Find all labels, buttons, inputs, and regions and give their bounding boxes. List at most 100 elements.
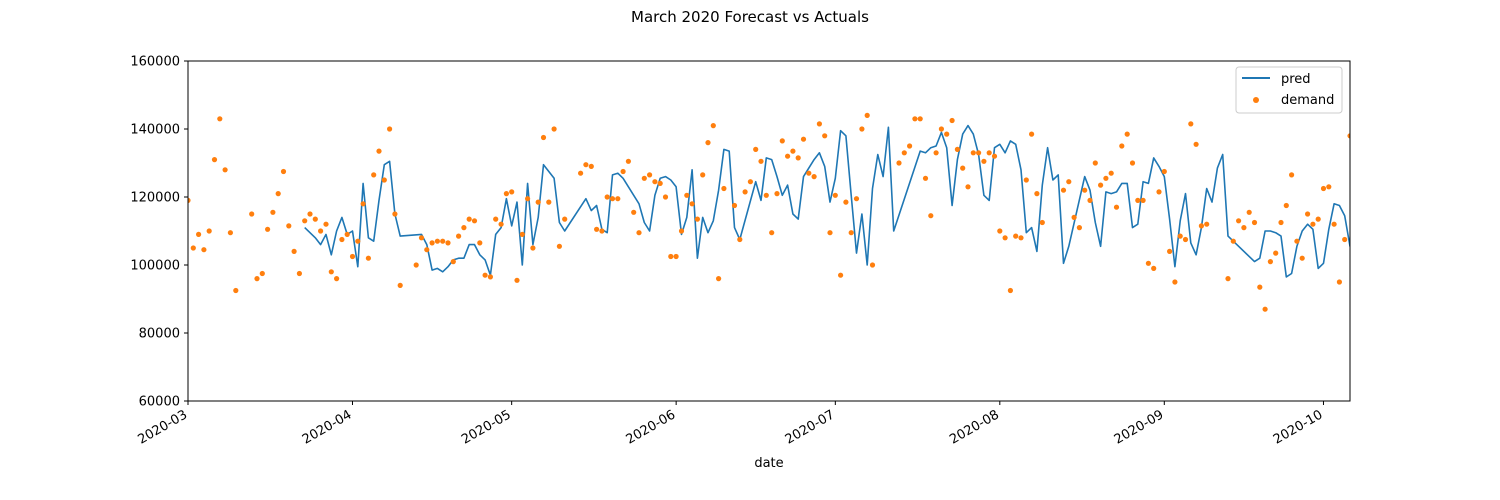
demand-point: [1262, 306, 1268, 312]
demand-point: [1182, 236, 1189, 243]
x-tick-label: 2020-03: [135, 407, 190, 447]
demand-point: [668, 253, 674, 260]
demand-point: [493, 216, 499, 222]
demand-point: [280, 168, 287, 175]
demand-point: [907, 143, 913, 149]
y-tick-label: 140000: [130, 123, 180, 138]
demand-point: [296, 270, 302, 277]
demand-point: [318, 228, 324, 234]
x-axis: 2020-03 2020-04 2020-05 2020-06 2020-07 2020-…: [135, 401, 1325, 448]
demand-point: [1002, 235, 1008, 241]
demand-point: [551, 126, 557, 132]
demand-point: [562, 216, 568, 222]
demand-point: [641, 175, 647, 181]
demand-point: [381, 177, 387, 183]
demand-point: [965, 184, 971, 190]
demand-point: [211, 157, 218, 163]
x-axis-label: date: [754, 456, 783, 471]
demand-point: [217, 116, 223, 122]
demand-point: [896, 160, 902, 166]
demand-point: [588, 163, 594, 169]
demand-point: [1151, 265, 1157, 271]
demand-point: [503, 191, 509, 197]
demand-point: [652, 179, 658, 185]
demand-point: [1082, 187, 1088, 193]
demand-point: [599, 228, 605, 234]
demand-point: [742, 189, 748, 195]
demand-point: [604, 194, 610, 200]
demand-point: [949, 117, 955, 124]
demand-point: [233, 287, 239, 294]
demand-point: [376, 148, 382, 154]
demand-point: [700, 172, 706, 178]
demand-point: [201, 247, 207, 253]
y-tick-label: 80000: [139, 327, 180, 342]
demand-point: [716, 276, 722, 282]
demand-point: [1161, 168, 1167, 175]
x-tick-label: 2020-06: [624, 407, 679, 447]
demand-point: [286, 223, 292, 229]
demand-point: [1230, 238, 1236, 244]
demand-point: [970, 150, 976, 156]
demand-point: [519, 231, 525, 237]
demand-point: [1087, 197, 1093, 203]
demand-point: [609, 196, 616, 202]
demand-point: [678, 228, 685, 234]
demand-point: [418, 235, 425, 241]
demand-point: [349, 253, 356, 260]
demand-point: [1098, 182, 1104, 188]
demand-point: [747, 179, 754, 185]
demand-point: [859, 126, 865, 132]
demand-point: [1113, 204, 1120, 210]
demand-point: [620, 168, 626, 175]
demand-point: [1326, 184, 1332, 190]
demand-point: [1299, 255, 1305, 261]
demand-point: [1198, 223, 1204, 229]
demand-point: [1140, 197, 1146, 203]
demand-point: [392, 211, 398, 217]
demand-point: [1251, 219, 1258, 226]
demand-point: [498, 221, 504, 227]
demand-point: [869, 262, 876, 268]
demand-point: [1039, 219, 1045, 226]
demand-point: [933, 150, 939, 156]
demand-point: [1289, 172, 1295, 178]
demand-point: [1135, 197, 1141, 203]
demand-point: [981, 158, 987, 164]
demand-point: [249, 211, 255, 217]
demand-point: [1283, 202, 1289, 209]
demand-point: [843, 199, 849, 205]
demand-point: [556, 243, 563, 249]
x-tick-label: 2020-04: [300, 407, 355, 447]
demand-point: [440, 238, 446, 244]
legend: pred demand: [1235, 66, 1343, 114]
x-tick-label: 2020-10: [1271, 407, 1326, 447]
legend-pred-label: pred: [1281, 72, 1311, 87]
demand-point: [1294, 238, 1300, 244]
demand-point: [721, 185, 727, 192]
legend-demand-label: demand: [1281, 93, 1334, 108]
demand-point: [461, 225, 467, 231]
demand-point: [1076, 225, 1082, 231]
demand-point: [1103, 175, 1109, 181]
demand-point: [917, 116, 923, 122]
demand-point: [270, 209, 276, 215]
demand-point: [339, 236, 345, 243]
demand-point: [753, 146, 759, 152]
demand-point: [853, 196, 860, 202]
legend-demand-swatch: [1253, 97, 1259, 103]
demand-point: [710, 123, 716, 129]
demand-point: [1119, 143, 1125, 149]
demand-point: [227, 230, 233, 236]
demand-point: [758, 158, 764, 164]
demand-point: [546, 199, 552, 205]
demand-point: [1172, 279, 1178, 285]
y-tick-label: 100000: [130, 259, 180, 274]
demand-point: [662, 194, 669, 200]
demand-point: [991, 153, 998, 159]
demand-point: [1034, 191, 1040, 197]
demand-point: [355, 238, 361, 244]
demand-point: [413, 262, 419, 268]
plot-area: [188, 112, 1350, 312]
